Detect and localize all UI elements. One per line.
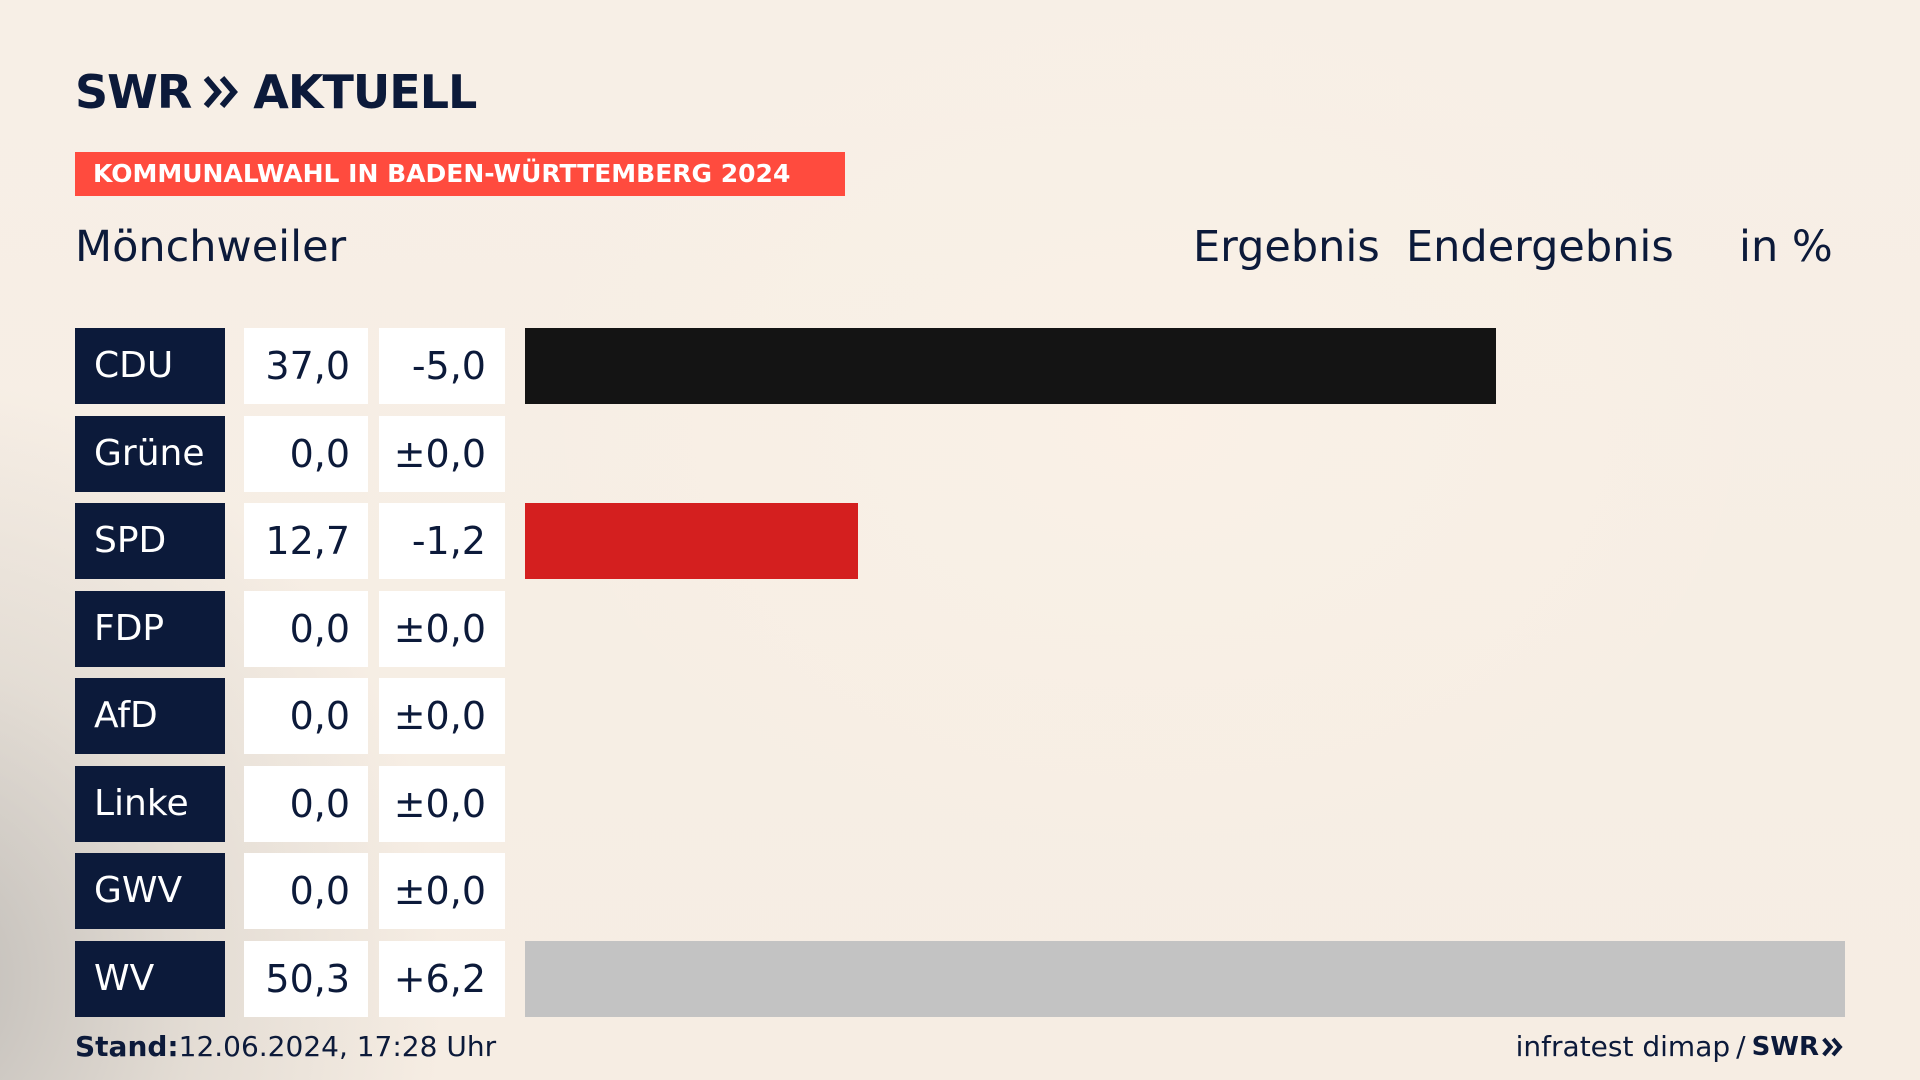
place-title: Mönchweiler (75, 222, 347, 272)
change-value: ±0,0 (379, 678, 505, 754)
change-value: -5,0 (379, 328, 505, 404)
result-row: AfD 0,0 ±0,0 (75, 678, 1845, 754)
result-value: 0,0 (244, 590, 368, 667)
logo-brand: SWR (75, 65, 192, 119)
party-label: FDP (75, 590, 225, 667)
source-credit: infratest dimap / SWR (1516, 1030, 1844, 1063)
result-bar (525, 328, 1496, 404)
result-bar (525, 940, 1845, 1017)
result-row: Linke 0,0 ±0,0 (75, 765, 1845, 842)
header-unit: in % (1739, 222, 1833, 272)
result-value: 0,0 (244, 853, 368, 929)
party-label: WV (75, 940, 225, 1017)
result-value: 50,3 (244, 940, 368, 1017)
footer-chevron-icon (1822, 1037, 1843, 1056)
change-value: +6,2 (379, 940, 505, 1017)
result-row: FDP 0,0 ±0,0 (75, 590, 1845, 667)
logo-product: AKTUELL (253, 65, 477, 119)
swr-aktuell-logo: SWR AKTUELL (75, 65, 477, 119)
change-value: ±0,0 (379, 765, 505, 842)
change-value: ±0,0 (379, 590, 505, 667)
source-separator: / (1736, 1030, 1746, 1063)
result-value: 0,0 (244, 678, 368, 754)
timestamp: Stand:12.06.2024, 17:28 Uhr (75, 1030, 496, 1063)
result-row: SPD 12,7 -1,2 (75, 503, 1845, 579)
topic-banner: KOMMUNALWAHL IN BADEN-WÜRTTEMBERG 2024 (75, 152, 845, 196)
party-label: Linke (75, 765, 225, 842)
party-label: SPD (75, 503, 225, 579)
result-row: CDU 37,0 -5,0 (75, 328, 1845, 404)
source-name: infratest dimap (1515, 1030, 1731, 1063)
party-label: AfD (75, 678, 225, 754)
change-value: ±0,0 (379, 853, 505, 929)
stand-label: Stand: (75, 1030, 179, 1063)
result-row: WV 50,3 +6,2 (75, 940, 1845, 1017)
double-chevron-icon (204, 76, 239, 108)
footer-logo-text: SWR (1751, 1031, 1819, 1062)
result-bar (525, 503, 859, 579)
header-endergebnis: Endergebnis (1406, 222, 1674, 272)
result-value: 0,0 (244, 765, 368, 842)
result-row: GWV 0,0 ±0,0 (75, 853, 1845, 929)
stand-value: 12.06.2024, 17:28 Uhr (178, 1030, 497, 1063)
party-label: CDU (75, 328, 225, 404)
party-label: GWV (75, 853, 225, 929)
result-value: 12,7 (244, 503, 368, 579)
result-value: 37,0 (244, 328, 368, 404)
result-row: Grüne 0,0 ±0,0 (75, 415, 1845, 492)
change-value: ±0,0 (379, 415, 505, 492)
footer-swr-logo: SWR (1752, 1032, 1844, 1062)
change-value: -1,2 (379, 503, 505, 579)
party-label: Grüne (75, 415, 225, 492)
result-value: 0,0 (244, 415, 368, 492)
header-ergebnis: Ergebnis (1193, 222, 1380, 272)
